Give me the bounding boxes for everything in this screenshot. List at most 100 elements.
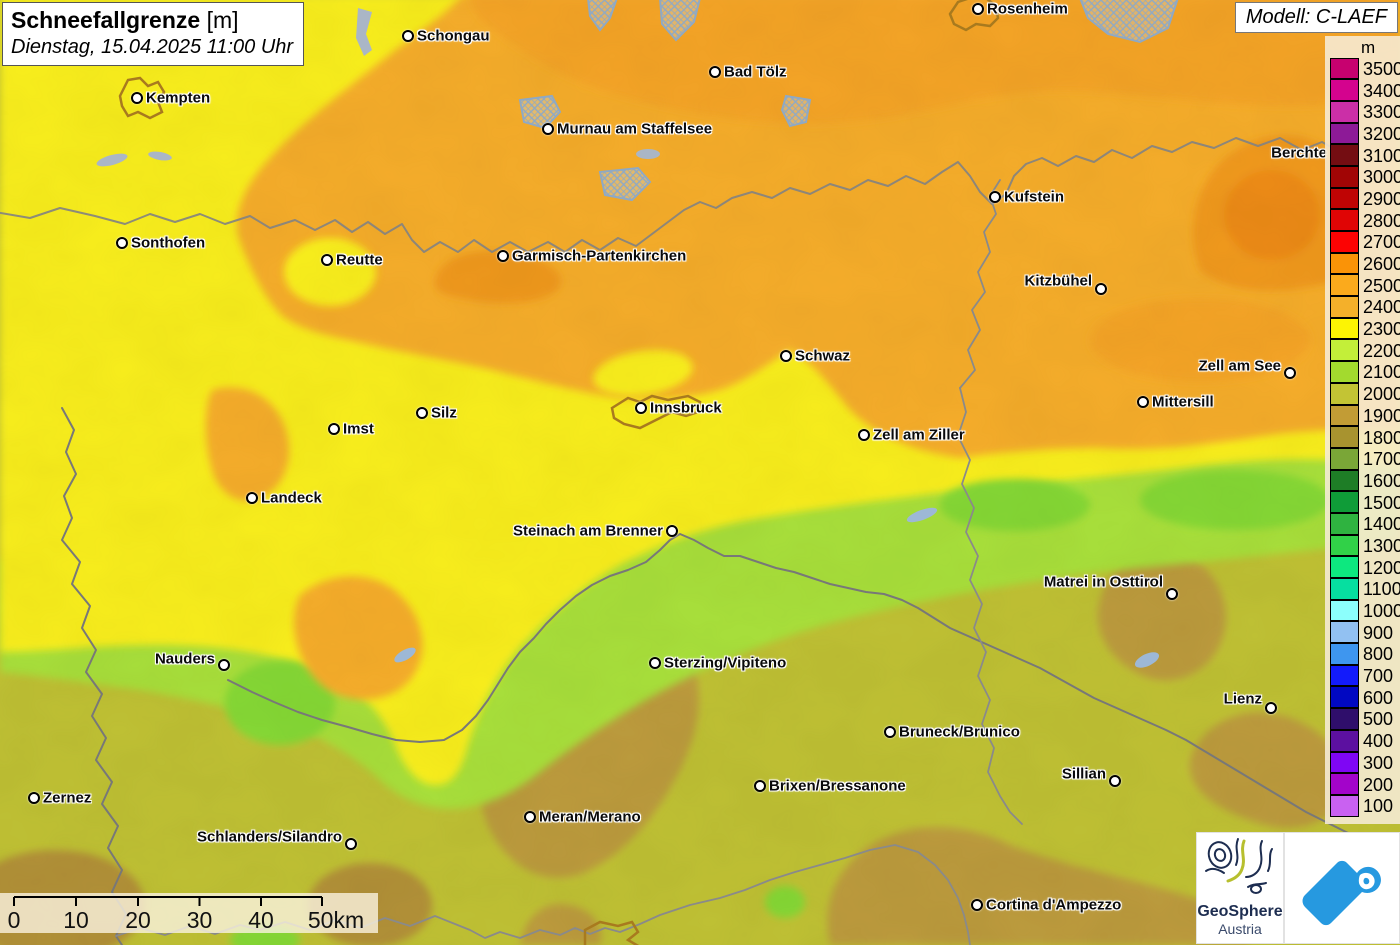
- legend-row: 2700: [1330, 231, 1400, 254]
- legend-row: 2400: [1330, 296, 1400, 319]
- legend-value: 1700: [1363, 449, 1400, 470]
- city-polygon-rosenheim: [948, 0, 1000, 32]
- model-label: Modell: C-LAEF: [1234, 2, 1398, 33]
- legend-value: 2100: [1363, 362, 1400, 383]
- mountain-arrow-icon: [1302, 860, 1381, 926]
- legend-row: 3400: [1330, 79, 1400, 102]
- legend-swatch: [1330, 578, 1359, 600]
- legend-value: 1600: [1363, 470, 1400, 491]
- scale-bar-ruler: [13, 896, 323, 906]
- legend-swatch: [1330, 317, 1359, 340]
- legend-value: 800: [1363, 644, 1394, 665]
- legend-swatch: [1330, 664, 1359, 687]
- legend-row: 1200: [1330, 556, 1400, 579]
- geosphere-logo-icon: [1205, 838, 1273, 894]
- lake-small-1: [148, 151, 172, 161]
- lake-staffelsee: [518, 94, 562, 130]
- geosphere-logo-accent: [1226, 839, 1246, 883]
- lake-alpsee: [96, 153, 128, 167]
- lake-tegernsee: [780, 94, 812, 128]
- legend-row: 200: [1330, 773, 1400, 796]
- legend-value: 3200: [1363, 123, 1400, 144]
- legend-value: 200: [1363, 774, 1394, 795]
- geosphere-logo-country: Austria: [1218, 920, 1262, 937]
- city-polygon-kempten: [118, 76, 166, 120]
- legend-value: 300: [1363, 752, 1394, 773]
- border-tyrol-salzburg: [957, 387, 1023, 825]
- legend-swatch: [1330, 469, 1359, 492]
- lake-walchensee: [598, 166, 652, 202]
- scale-label-0: 0: [7, 907, 21, 933]
- geosphere-logo-name: GeoSphere: [1197, 903, 1283, 920]
- scale-bar-ticks: [13, 896, 323, 906]
- lake-reservoir: [1134, 652, 1160, 668]
- legend-value: 1200: [1363, 557, 1400, 578]
- legend-swatch: [1330, 621, 1359, 644]
- border-switzerland: [61, 407, 127, 945]
- legend-row: 1800: [1330, 426, 1400, 449]
- lake-forggensee: [356, 8, 372, 56]
- legend-value: 3300: [1363, 102, 1400, 123]
- scale-label-2: 20: [125, 907, 151, 933]
- legend-row: 3300: [1330, 100, 1400, 123]
- lake-ammersee: [587, 0, 618, 32]
- legend-row: 1500: [1330, 491, 1400, 514]
- legend-swatch: [1330, 100, 1359, 123]
- geosphere-logo-box: GeoSphere Austria: [1196, 832, 1284, 944]
- legend-value: 2200: [1363, 340, 1400, 361]
- legend-swatch: [1330, 361, 1359, 383]
- legend-swatch: [1330, 773, 1359, 795]
- title-unit: [m]: [206, 7, 239, 33]
- legend-value: 600: [1363, 687, 1394, 708]
- city-polygons-group: [118, 0, 1000, 945]
- legend-value: 1300: [1363, 535, 1400, 556]
- title-text: Schneefallgrenze: [11, 7, 201, 33]
- legend-swatch: [1330, 382, 1359, 405]
- title-box: Schneefallgrenze [m] Dienstag, 15.04.202…: [2, 2, 305, 66]
- legend-row: 400: [1330, 729, 1400, 752]
- legend-row: 3500: [1330, 57, 1400, 80]
- legend-row: 1000: [1330, 599, 1400, 622]
- legend-unit-label: m: [1361, 38, 1376, 57]
- legend-swatch: [1330, 491, 1359, 513]
- border-austria-italy: [227, 533, 1400, 857]
- legend-swatch: [1330, 426, 1359, 448]
- legend-value: 3400: [1363, 80, 1400, 101]
- legend-swatch: [1330, 512, 1359, 535]
- page-title: Schneefallgrenze [m]: [11, 7, 293, 35]
- legend-swatch: [1330, 794, 1359, 817]
- legend-swatch: [1330, 339, 1359, 362]
- legend-value: 900: [1363, 622, 1394, 643]
- city-polygon-innsbruck: [610, 394, 702, 430]
- legend-row: 500: [1330, 708, 1400, 731]
- legend-value: 400: [1363, 731, 1394, 752]
- legend-row: 2200: [1330, 339, 1400, 362]
- legend-swatch: [1330, 252, 1359, 275]
- legend-swatch: [1330, 187, 1359, 210]
- legend-value: 700: [1363, 666, 1394, 687]
- legend-value: 1500: [1363, 492, 1400, 513]
- legend-rows: 3500 3400 3300 3200 3100 3000 2900 2800 2700 2600…: [1330, 57, 1400, 817]
- legend-row: 1100: [1330, 578, 1400, 601]
- legend-swatch: [1330, 209, 1359, 231]
- lake-starnberger-see: [659, 0, 701, 42]
- legend-value: 3100: [1363, 145, 1400, 166]
- legend-value: 100: [1363, 796, 1394, 817]
- legend-row: 2500: [1330, 274, 1400, 297]
- border-tyrol-salzburg-north: [959, 179, 1001, 389]
- legend-value: 1100: [1363, 579, 1400, 600]
- lake-chiemsee: [1079, 0, 1179, 44]
- legend-swatch: [1330, 165, 1359, 188]
- legend-swatch: [1330, 122, 1359, 145]
- legend-value: 2700: [1363, 232, 1400, 253]
- legend-value: 500: [1363, 709, 1394, 730]
- scale-label-1: 10: [63, 907, 89, 933]
- lake-reschensee: [394, 647, 416, 663]
- border-germany-austria: [0, 137, 1341, 253]
- scale-label-5: 50km: [307, 907, 365, 933]
- legend-swatch: [1330, 231, 1359, 253]
- legend-row: 2600: [1330, 252, 1400, 275]
